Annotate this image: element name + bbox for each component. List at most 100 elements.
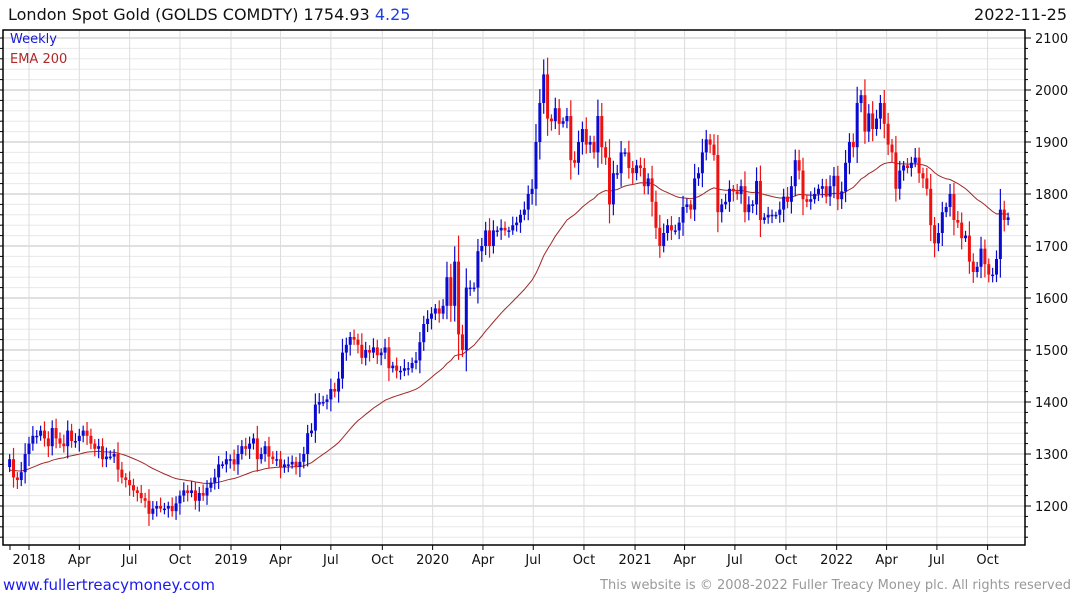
candle [73,433,77,448]
candle-body [294,461,298,467]
candle-body [851,142,855,148]
candle-body [337,378,341,392]
candle [611,160,615,216]
candle-body [387,347,391,369]
candle-body [971,261,975,272]
candle [991,267,995,283]
candle-body [116,454,120,470]
candle [441,299,445,320]
candle-body [522,209,526,215]
candle [344,337,348,361]
candle-body [952,194,956,220]
candle-body [650,178,654,202]
candle [31,426,35,451]
candle [944,202,948,218]
candle [499,219,503,240]
candle-body [453,261,457,306]
candle-body [913,157,917,163]
candle-body [809,199,813,202]
candle [379,348,383,366]
candle [116,442,120,482]
candle-body [395,365,399,371]
candle-body [391,365,395,369]
candle-body [93,443,97,449]
candle-body [197,493,201,501]
candle-body [383,347,387,353]
candle-body [418,342,422,361]
candle [995,250,998,283]
candle-body [472,287,476,290]
candle [108,450,112,460]
candle [58,432,62,449]
candle [468,280,472,296]
x-tick-label: Jul [322,553,339,568]
candle [778,201,782,223]
candle-body [271,456,275,460]
candle-body [54,428,58,439]
candle [840,181,844,209]
candle-body [608,157,611,205]
candle [50,420,54,456]
candle [1002,200,1006,232]
candle-body [631,168,635,174]
candles [8,57,1010,526]
candle [472,282,476,292]
candle-body [352,337,356,340]
candle-body [410,363,414,369]
candle-body [820,186,824,189]
candle-body [81,430,85,436]
candle [530,179,534,205]
x-tick-label: 2020 [416,553,449,568]
candle [546,57,550,136]
candle-body [248,443,252,449]
candle-body [731,188,735,192]
candle [429,307,433,330]
candle-body [190,490,194,493]
candle-body [282,464,286,467]
candle [584,117,588,154]
candle-body [166,506,170,509]
candle-body [19,472,23,480]
candle [422,315,426,351]
candle [228,454,232,469]
candle [635,159,639,181]
candle-body [905,165,909,168]
candle [820,178,824,198]
candle-body [863,95,867,132]
candle-body [697,173,701,179]
candle [836,165,840,211]
candle [426,310,430,333]
candle [739,179,743,204]
candle [998,188,1002,278]
website-link[interactable]: www.fullertreacymoney.com [3,576,216,594]
candle [325,394,329,410]
candle-body [1006,217,1010,220]
candle [805,194,809,208]
candle-body [15,477,19,480]
candle [302,446,306,469]
candle-body [275,459,279,461]
candle [375,339,379,364]
candle [662,223,666,253]
candle-body [828,186,832,197]
candle-body [236,454,240,465]
candle-body [290,461,294,465]
candle [418,331,422,374]
x-tick-label: 2021 [618,553,651,568]
candle-body [464,287,468,350]
candle-body [724,201,728,205]
candle-body [786,196,790,202]
candle [178,490,182,515]
candle-body [518,214,522,223]
candle [824,178,828,204]
candle [816,184,820,202]
price-change: 4.25 [374,5,411,24]
x-tick-label: Jul [524,553,541,568]
candle-body [402,368,406,371]
candle [271,451,275,465]
candle [797,149,801,180]
candle-body [669,225,673,231]
x-tick-label: Jul [121,553,138,568]
candle-body [565,116,569,122]
candle-body [867,113,871,132]
